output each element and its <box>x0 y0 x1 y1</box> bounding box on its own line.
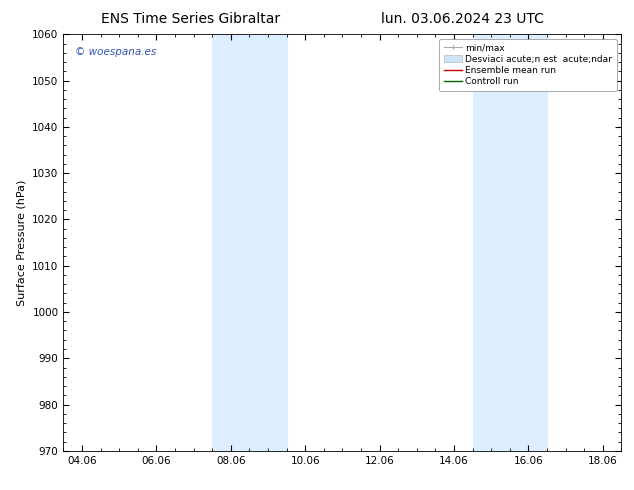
Text: lun. 03.06.2024 23 UTC: lun. 03.06.2024 23 UTC <box>382 12 544 26</box>
Legend: min/max, Desviaci acute;n est  acute;ndar, Ensemble mean run, Controll run: min/max, Desviaci acute;n est acute;ndar… <box>439 39 617 91</box>
Bar <box>472 34 547 451</box>
Text: ENS Time Series Gibraltar: ENS Time Series Gibraltar <box>101 12 280 26</box>
Text: © woespana.es: © woespana.es <box>75 47 156 57</box>
Y-axis label: Surface Pressure (hPa): Surface Pressure (hPa) <box>16 179 27 306</box>
Bar <box>212 34 287 451</box>
